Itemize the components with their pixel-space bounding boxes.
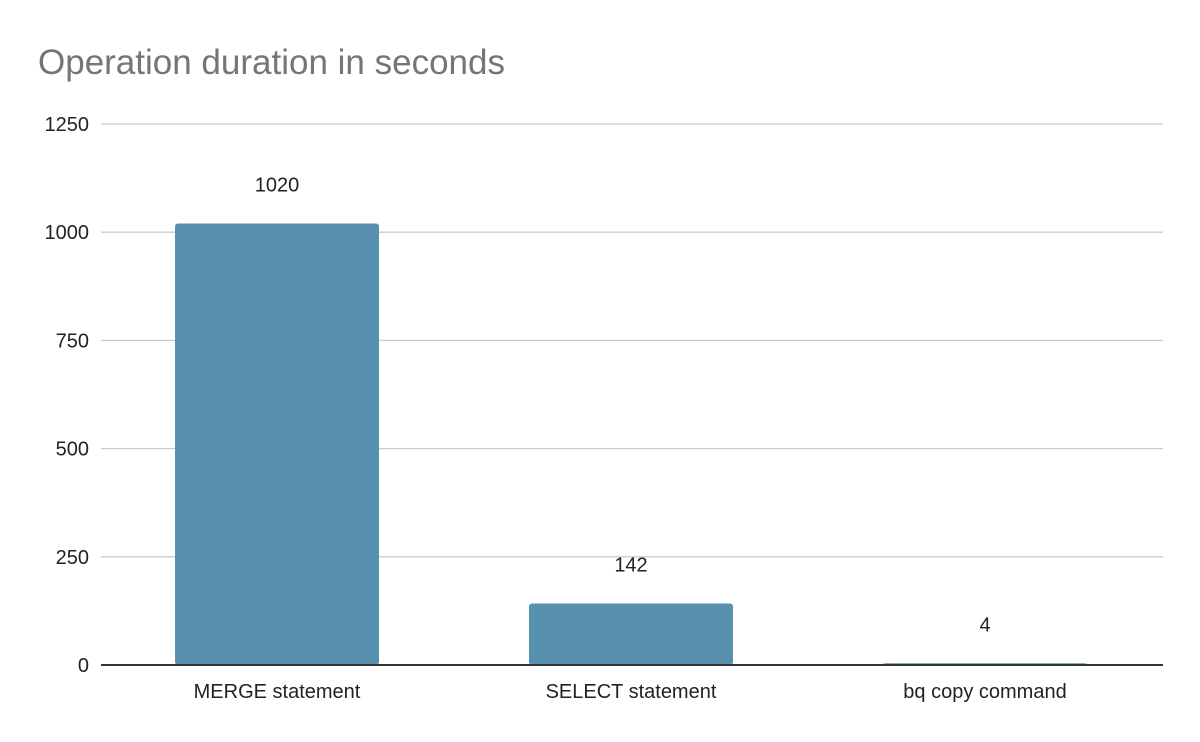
data-label: 1020 xyxy=(255,175,300,197)
y-tick-label: 1000 xyxy=(45,222,90,244)
category-label: bq copy command xyxy=(903,681,1066,703)
data-labels: 1020 142 4 xyxy=(255,175,991,637)
chart-title: Operation duration in seconds xyxy=(38,43,505,82)
y-tick-label: 1250 xyxy=(45,114,90,136)
bars xyxy=(175,223,1087,665)
category-label: SELECT statement xyxy=(546,681,717,703)
y-axis-ticks: 0 250 500 750 1000 1250 xyxy=(45,114,90,677)
bar xyxy=(529,603,733,665)
data-label: 142 xyxy=(614,555,647,577)
y-tick-label: 0 xyxy=(78,655,89,677)
y-tick-label: 750 xyxy=(56,330,89,352)
data-label: 4 xyxy=(979,614,990,636)
category-label: MERGE statement xyxy=(194,681,361,703)
bar xyxy=(175,223,379,665)
y-tick-label: 500 xyxy=(56,439,89,461)
y-tick-label: 250 xyxy=(56,547,89,569)
x-axis-categories: MERGE statement SELECT statement bq copy c… xyxy=(194,681,1067,703)
